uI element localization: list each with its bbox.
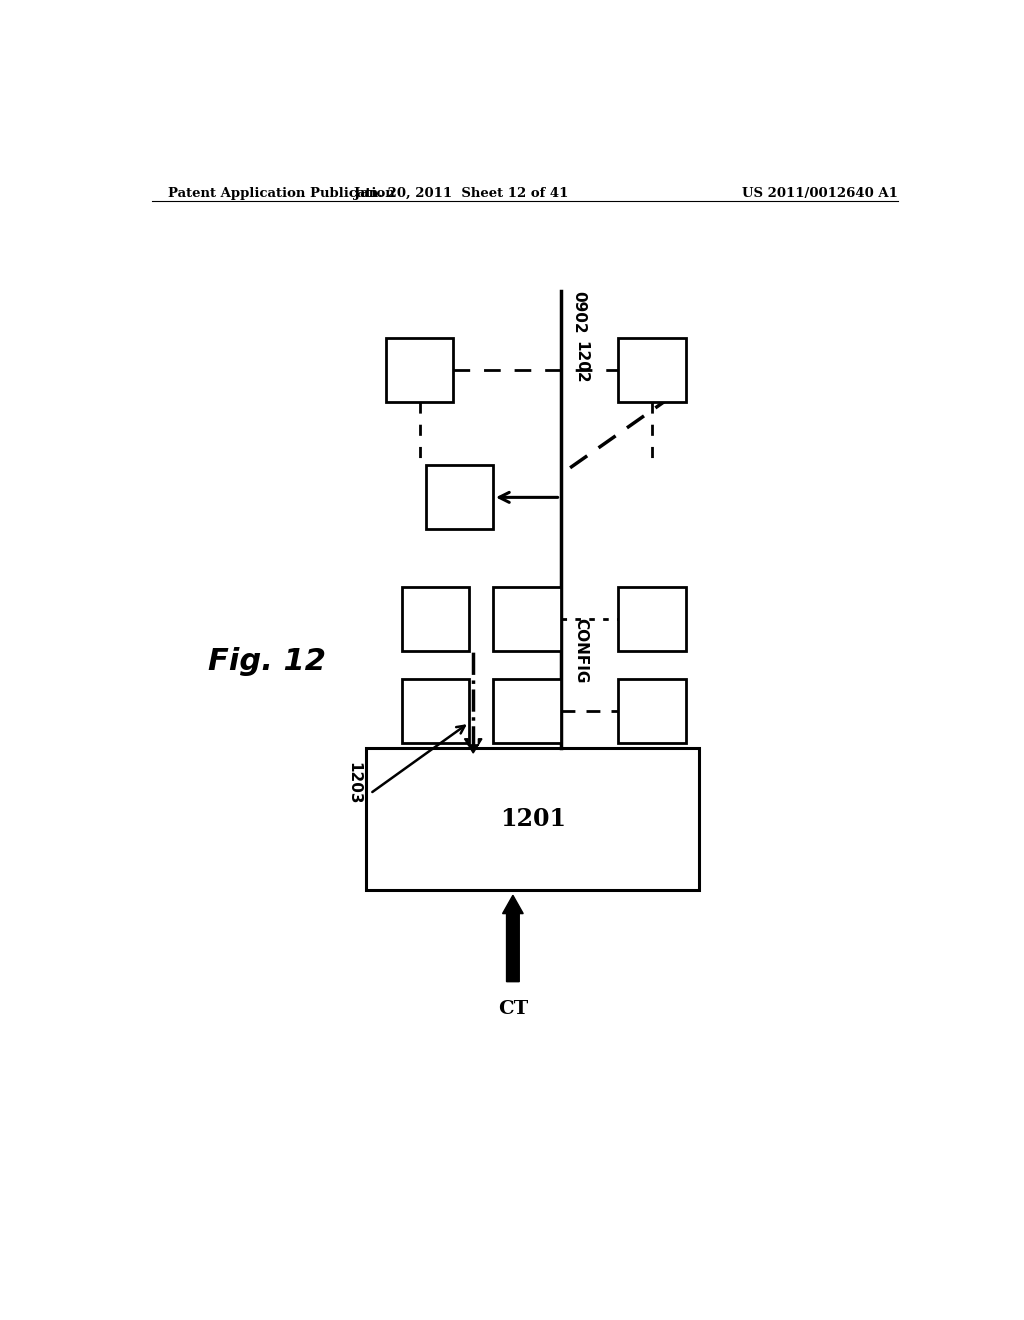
Text: Fig. 12: Fig. 12 — [208, 647, 326, 676]
Text: Patent Application Publication: Patent Application Publication — [168, 187, 394, 199]
FancyArrow shape — [465, 739, 482, 752]
Bar — [386, 338, 454, 403]
Text: 1203: 1203 — [347, 762, 361, 805]
Bar — [618, 587, 686, 651]
Bar — [426, 466, 494, 529]
Text: US 2011/0012640 A1: US 2011/0012640 A1 — [742, 187, 898, 199]
Text: Jan. 20, 2011  Sheet 12 of 41: Jan. 20, 2011 Sheet 12 of 41 — [354, 187, 568, 199]
Text: 1202: 1202 — [573, 341, 588, 383]
FancyArrow shape — [503, 895, 523, 982]
Text: 0902: 0902 — [571, 290, 587, 333]
Bar — [618, 338, 686, 403]
Text: 1201: 1201 — [500, 807, 565, 832]
Text: CONFIG: CONFIG — [573, 618, 588, 682]
Bar — [401, 678, 469, 743]
Bar — [494, 678, 560, 743]
Bar — [618, 678, 686, 743]
Bar — [367, 748, 699, 890]
Bar — [401, 587, 469, 651]
Text: CT: CT — [498, 1001, 528, 1018]
Bar — [494, 587, 560, 651]
